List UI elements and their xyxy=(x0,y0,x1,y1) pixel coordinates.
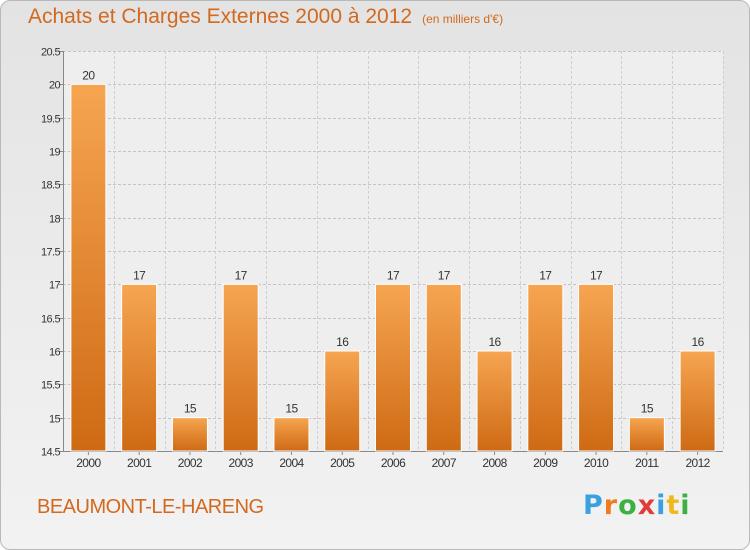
x-tick-label: 2004 xyxy=(279,456,304,470)
y-tick-label: 17 xyxy=(49,280,61,292)
y-tick-label: 15 xyxy=(49,414,61,426)
data-label: 17 xyxy=(387,268,400,282)
x-tick-label: 2003 xyxy=(229,456,254,470)
bar xyxy=(375,283,411,452)
data-label: 15 xyxy=(641,402,654,416)
y-tick-label: 19 xyxy=(49,147,61,159)
data-label: 16 xyxy=(488,335,501,349)
proxiti-logo: Proxiti xyxy=(583,490,691,521)
bar xyxy=(273,417,310,452)
bar xyxy=(324,350,361,452)
data-label: 17 xyxy=(133,268,146,282)
y-tick-label: 18 xyxy=(49,214,61,226)
bar xyxy=(578,283,615,452)
title-text: Achats et Charges Externes 2000 à 2012 xyxy=(28,5,413,28)
data-label: 20 xyxy=(82,68,95,82)
data-label: 15 xyxy=(285,402,298,416)
data-label: 16 xyxy=(692,335,705,349)
y-tick-label: 20.5 xyxy=(41,47,60,59)
logo-letter: i xyxy=(656,490,667,521)
logo-letter: o xyxy=(618,490,638,521)
logo-letter: t xyxy=(666,490,681,521)
x-tick-label: 2006 xyxy=(381,456,406,470)
y-tick-label: 19.5 xyxy=(41,114,60,126)
logo-letter: x xyxy=(637,490,657,521)
data-label: 17 xyxy=(235,268,248,282)
data-label: 15 xyxy=(184,402,197,416)
y-tick-label: 15.5 xyxy=(41,380,60,392)
y-tick-label: 17.5 xyxy=(41,247,60,259)
x-tick-label: 2011 xyxy=(635,456,659,470)
bar xyxy=(171,417,208,452)
logo-letter: i xyxy=(680,490,691,521)
y-tick-label: 16.5 xyxy=(41,314,60,326)
x-tick-label: 2000 xyxy=(76,456,101,470)
bar xyxy=(425,283,462,452)
chart-title: Achats et Charges Externes 2000 à 2012 (e… xyxy=(28,5,503,29)
data-label: 17 xyxy=(539,268,552,282)
data-label: 17 xyxy=(438,268,451,282)
data-label: 16 xyxy=(336,335,349,349)
bar xyxy=(70,83,107,452)
x-tick-label: 2012 xyxy=(685,456,710,470)
data-label: 17 xyxy=(590,268,603,282)
x-tick-label: 2001 xyxy=(127,456,152,470)
bar xyxy=(222,283,259,452)
logo-letter: r xyxy=(603,490,619,521)
y-tick-label: 18.5 xyxy=(41,180,60,192)
x-tick-label: 2009 xyxy=(533,456,558,470)
x-tick-label: 2002 xyxy=(178,456,203,470)
bar xyxy=(527,283,564,452)
x-tick-label: 2010 xyxy=(584,456,609,470)
y-tick-label: 16 xyxy=(49,347,61,359)
bar xyxy=(628,417,665,452)
y-tick-label: 20 xyxy=(49,80,61,92)
x-tick-label: 2008 xyxy=(482,456,507,470)
x-tick-label: 2007 xyxy=(432,456,457,470)
title-unit: (en milliers d'€) xyxy=(422,12,504,26)
bar xyxy=(476,350,513,452)
x-tick-label: 2005 xyxy=(330,456,355,470)
commune-name: BEAUMONT-LE-HARENG xyxy=(37,496,264,518)
y-tick-label: 14.5 xyxy=(41,447,60,459)
bar xyxy=(121,283,158,452)
logo-letter: P xyxy=(583,490,604,521)
bar xyxy=(679,350,716,452)
